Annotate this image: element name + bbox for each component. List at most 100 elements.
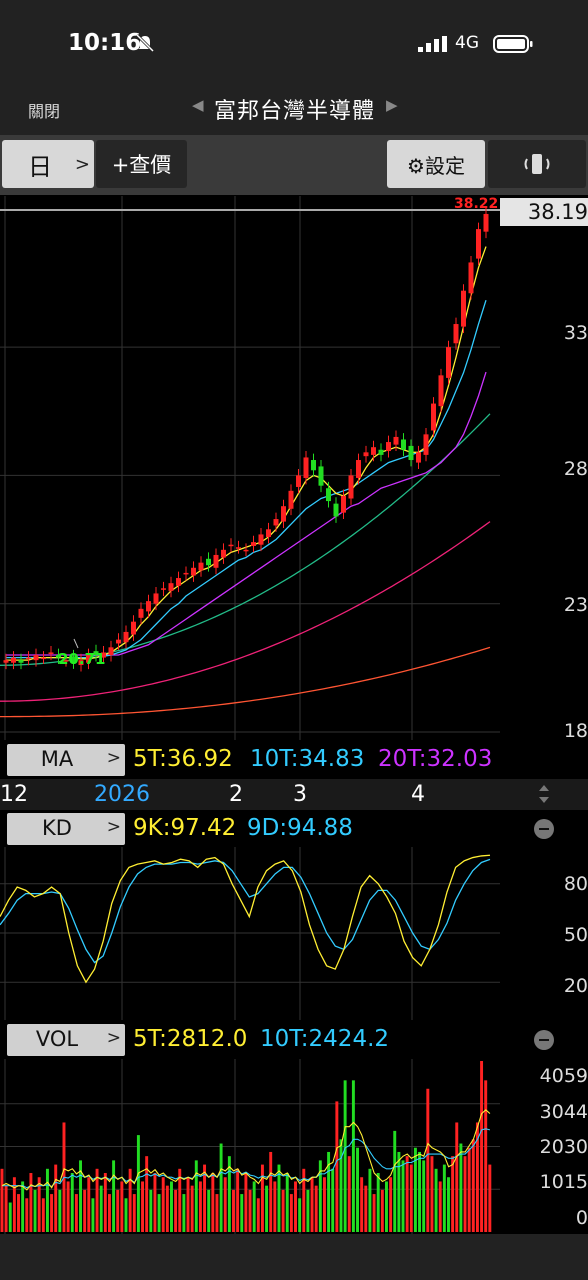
vol-y-axis: 4059 3044 2030 1015 0 — [500, 1059, 588, 1234]
price-tick-label: 23 — [563, 594, 588, 616]
candle — [273, 519, 279, 526]
kd-tick-label: 80 — [563, 873, 588, 895]
volume-bar — [339, 1139, 343, 1232]
candle — [146, 601, 151, 612]
volume-bar — [273, 1181, 277, 1232]
volume-bar — [376, 1173, 380, 1232]
volume-bar — [401, 1160, 405, 1232]
ma20-value: 20T:32.03 — [378, 746, 493, 772]
volume-bar — [74, 1194, 78, 1232]
volume-bar — [331, 1168, 335, 1232]
volume-bar — [484, 1080, 488, 1232]
volume-bar — [463, 1156, 467, 1232]
volume-bar — [116, 1189, 120, 1232]
price-tick-label: 33 — [563, 322, 588, 344]
chevron-right-icon: > — [106, 748, 121, 768]
candle — [168, 583, 174, 591]
collapse-vol-icon[interactable] — [534, 1030, 554, 1050]
ma-indicator-button[interactable]: MA > — [7, 744, 125, 776]
chevron-right-icon: > — [106, 1028, 121, 1048]
candle — [228, 544, 234, 547]
next-stock-arrow-icon[interactable]: ▶ — [386, 96, 398, 114]
ma-legend-row: MA > 5T:36.92 10T:34.83 20T:32.03 — [0, 741, 588, 779]
d-value: 9D:94.88 — [247, 815, 353, 841]
volume-bar — [438, 1181, 442, 1232]
volume-bar — [174, 1189, 178, 1232]
volume-bar — [120, 1181, 124, 1232]
candle — [438, 375, 444, 407]
volume-bar — [45, 1168, 49, 1232]
candle — [71, 656, 76, 663]
candle — [206, 558, 211, 566]
query-price-button[interactable]: +查價 — [96, 140, 187, 188]
volume-chart[interactable] — [0, 1059, 500, 1234]
candle — [161, 588, 166, 590]
volume-bar — [418, 1151, 422, 1232]
kd-y-axis: 80 50 20 — [500, 847, 588, 1020]
volume-bar — [95, 1168, 99, 1232]
title-bar: 關閉 ◀ 富邦台灣半導體 ▶ — [0, 88, 588, 135]
volume-bar — [58, 1189, 62, 1232]
candle — [123, 631, 129, 643]
volume-bar — [244, 1173, 248, 1232]
candle — [56, 655, 61, 658]
period-select-button[interactable]: 日 > — [2, 140, 94, 188]
volume-bar — [368, 1168, 372, 1232]
collapse-kd-icon[interactable] — [534, 819, 554, 839]
volume-bar — [434, 1168, 438, 1232]
volume-bar — [260, 1164, 264, 1232]
settings-button[interactable]: ⚙設定 — [387, 140, 485, 188]
resize-handle-icon[interactable] — [536, 781, 552, 807]
candle — [236, 547, 241, 549]
low-marker — [73, 638, 79, 649]
candle — [348, 475, 354, 499]
candle — [198, 562, 204, 571]
date-label: 2026 — [94, 782, 150, 807]
volume-bar — [256, 1198, 260, 1232]
last-price-label: 38.19 — [500, 198, 588, 226]
date-label: 4 — [411, 782, 425, 807]
candle — [483, 213, 489, 232]
volume-bar — [215, 1194, 219, 1232]
candle — [93, 651, 99, 656]
volume-bar — [8, 1202, 12, 1232]
volume-bar — [157, 1194, 161, 1232]
kd-chart[interactable] — [0, 847, 500, 1020]
candle — [371, 447, 376, 455]
volume-bar — [347, 1156, 351, 1232]
volume-bar — [298, 1198, 302, 1232]
prev-stock-arrow-icon[interactable]: ◀ — [192, 96, 204, 114]
kd-tag-label: KD — [42, 816, 72, 840]
volume-bar — [91, 1198, 95, 1232]
candle — [363, 452, 369, 457]
volume-bar — [103, 1173, 107, 1232]
volume-bar — [430, 1156, 434, 1232]
volume-bar — [107, 1194, 111, 1232]
close-button[interactable]: 關閉 — [28, 102, 61, 121]
volume-bar — [232, 1189, 235, 1232]
volume-bar — [219, 1143, 223, 1232]
volume-bar — [198, 1181, 202, 1232]
candle — [41, 657, 46, 660]
vol-tick-label: 0 — [575, 1207, 588, 1229]
vol-indicator-button[interactable]: VOL > — [7, 1024, 125, 1056]
volume-bar — [207, 1189, 211, 1232]
volume-bar — [306, 1189, 310, 1232]
kd-indicator-button[interactable]: KD > — [7, 813, 125, 845]
rotate-screen-button[interactable] — [488, 140, 586, 188]
volume-bar — [327, 1151, 331, 1232]
volume-bar — [294, 1181, 297, 1232]
volume-bar — [54, 1164, 58, 1232]
vol-tick-label: 4059 — [539, 1065, 588, 1087]
candle — [378, 449, 384, 455]
volume-bar — [79, 1160, 82, 1232]
volume-bar — [318, 1160, 322, 1232]
candle — [356, 460, 361, 478]
period-label: 日 — [28, 152, 52, 181]
price-candlestick-chart[interactable]: 38.22 20.71 — [0, 196, 500, 740]
volume-bar — [149, 1189, 153, 1232]
date-axis: 12 2026 2 3 4 — [0, 779, 588, 811]
candle — [416, 452, 421, 463]
volume-bar — [277, 1164, 281, 1232]
volume-bar — [322, 1177, 326, 1232]
